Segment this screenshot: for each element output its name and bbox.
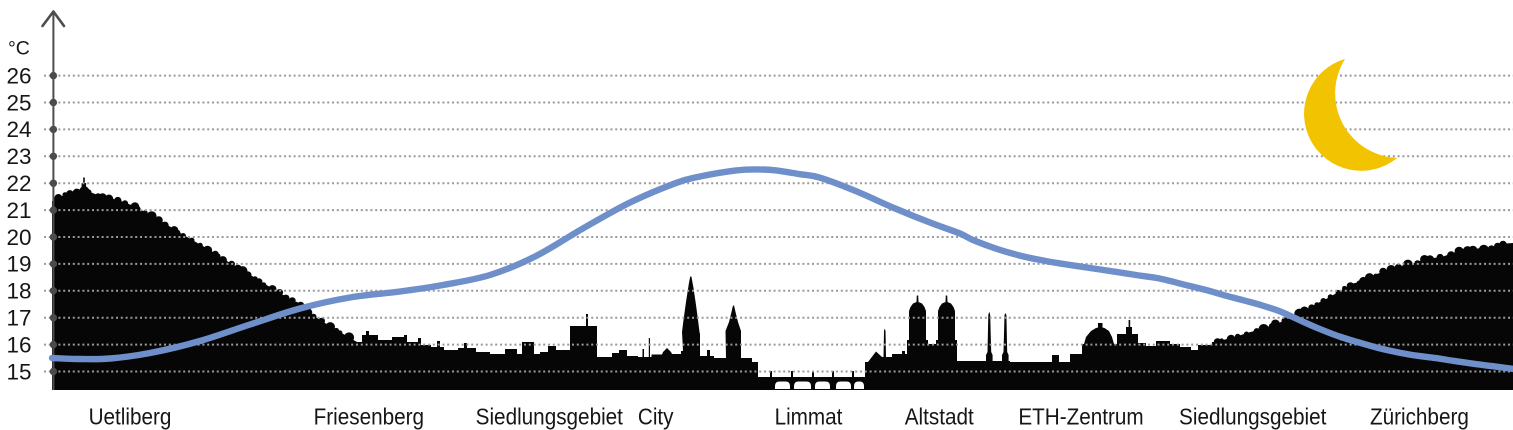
svg-text:City: City	[638, 403, 674, 429]
svg-text:21: 21	[6, 198, 31, 223]
svg-text:Altstadt: Altstadt	[905, 403, 974, 429]
svg-text:Uetliberg: Uetliberg	[89, 403, 172, 429]
svg-text:°C: °C	[8, 37, 30, 59]
svg-text:23: 23	[6, 144, 31, 169]
svg-text:17: 17	[6, 306, 31, 331]
svg-text:15: 15	[6, 359, 31, 384]
svg-text:Limmat: Limmat	[775, 403, 843, 429]
svg-text:18: 18	[6, 279, 31, 304]
svg-text:Zürichberg: Zürichberg	[1370, 403, 1469, 429]
svg-text:26: 26	[6, 63, 31, 88]
svg-text:16: 16	[6, 332, 31, 357]
svg-text:Siedlungsgebiet: Siedlungsgebiet	[476, 403, 623, 429]
svg-text:22: 22	[6, 171, 31, 196]
svg-text:Friesenberg: Friesenberg	[314, 403, 424, 429]
svg-text:ETH-Zentrum: ETH-Zentrum	[1018, 403, 1143, 429]
svg-text:24: 24	[6, 117, 31, 142]
svg-text:Siedlungsgebiet: Siedlungsgebiet	[1179, 403, 1326, 429]
svg-text:19: 19	[6, 252, 31, 277]
svg-text:25: 25	[6, 90, 31, 115]
svg-text:20: 20	[6, 225, 31, 250]
